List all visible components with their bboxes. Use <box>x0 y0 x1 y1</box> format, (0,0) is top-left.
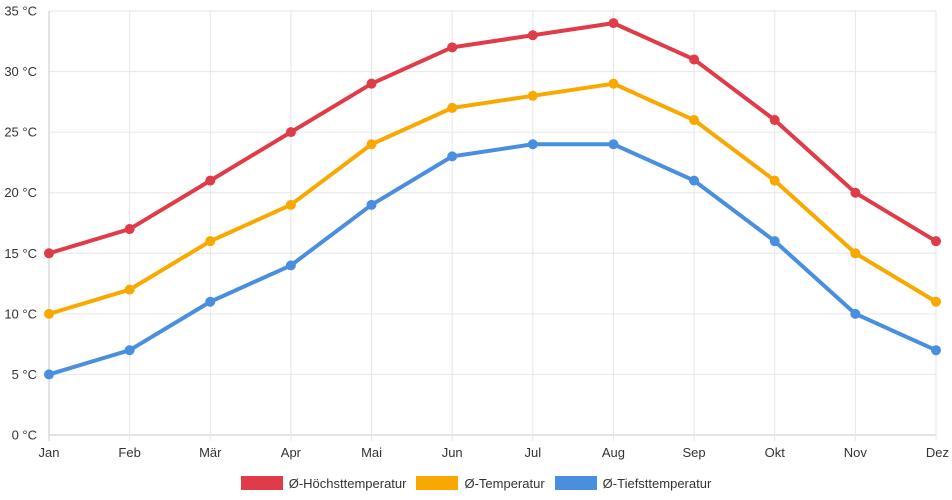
legend-item-max[interactable]: Ø-Höchsttemperatur <box>240 475 407 491</box>
data-point <box>769 115 780 126</box>
data-point <box>850 308 861 319</box>
data-point <box>44 308 54 319</box>
chart-canvas: 0 °C 5 °C 10 °C 15 °C 20 °C 25 °C 30 °C 35 °C Ja… <box>4 4 949 461</box>
legend-label-min: Ø-Tiefsttemperatur <box>602 475 712 491</box>
axes: 0 °C 5 °C 10 °C 15 °C 20 °C 25 °C 30 °C 35 °C Ja… <box>4 4 949 461</box>
legend-label-mean: Ø-Temperatur <box>464 475 545 491</box>
data-point <box>447 151 458 162</box>
data-point <box>205 296 216 307</box>
data-point <box>447 102 458 113</box>
legend-label-max: Ø-Höchsttemperatur <box>288 475 407 491</box>
data-point <box>527 139 538 150</box>
data-point <box>124 224 135 235</box>
data-series <box>44 18 941 380</box>
data-point <box>124 284 135 295</box>
data-point <box>44 369 54 380</box>
data-point <box>205 236 216 247</box>
data-point <box>285 199 296 210</box>
data-point <box>689 175 700 186</box>
data-point <box>285 260 296 271</box>
data-point <box>931 236 941 247</box>
legend-item-mean[interactable]: Ø-Temperatur <box>416 475 545 491</box>
data-point <box>205 175 216 186</box>
data-point <box>608 18 619 29</box>
legend: Ø-Höchsttemperatur Ø-Temperatur Ø-Tiefst… <box>0 472 952 494</box>
data-point <box>769 236 780 247</box>
data-point <box>44 248 54 259</box>
data-point <box>608 78 619 89</box>
data-point <box>850 187 861 198</box>
y-tick-label: 25 °C <box>4 125 37 140</box>
data-point <box>366 199 377 210</box>
x-tick-label: Jul <box>525 445 542 460</box>
grid-lines <box>48 10 937 441</box>
data-point <box>527 90 538 101</box>
y-tick-label: 5 °C <box>12 367 37 382</box>
x-tick-label: Apr <box>281 445 302 460</box>
x-tick-label: Feb <box>118 445 140 460</box>
data-point <box>366 78 377 89</box>
x-tick-label: Jan <box>39 445 60 460</box>
data-point <box>769 175 780 186</box>
y-tick-label: 30 °C <box>4 64 37 79</box>
x-tick-label: Okt <box>765 445 786 460</box>
data-point <box>366 139 377 150</box>
series-line-2 <box>47 142 938 377</box>
x-tick-label: Mär <box>199 445 222 460</box>
y-tick-label: 10 °C <box>4 306 37 321</box>
series-line-1 <box>47 81 938 316</box>
data-point <box>285 127 296 138</box>
x-tick-label: Nov <box>844 445 868 460</box>
legend-swatch-max <box>240 476 283 490</box>
data-point <box>689 54 700 65</box>
data-point <box>447 42 458 53</box>
legend-swatch-min <box>554 476 597 490</box>
y-tick-label: 35 °C <box>4 4 37 19</box>
x-tick-label: Dez <box>926 445 949 460</box>
data-point <box>850 248 861 259</box>
data-point <box>124 345 135 356</box>
series-line-0 <box>47 21 938 256</box>
legend-swatch-mean <box>416 476 459 490</box>
legend-item-min[interactable]: Ø-Tiefsttemperatur <box>554 475 712 491</box>
data-point <box>527 30 538 41</box>
data-point <box>931 296 941 307</box>
x-tick-label: Aug <box>602 445 625 460</box>
data-point <box>931 345 941 356</box>
y-tick-label: 0 °C <box>12 428 37 443</box>
y-tick-label: 20 °C <box>4 185 37 200</box>
y-tick-label: 15 °C <box>4 246 37 261</box>
data-point <box>689 115 700 126</box>
data-point <box>608 139 619 150</box>
x-tick-label: Jun <box>442 445 463 460</box>
x-tick-label: Mai <box>361 445 382 460</box>
x-tick-label: Sep <box>683 445 706 460</box>
